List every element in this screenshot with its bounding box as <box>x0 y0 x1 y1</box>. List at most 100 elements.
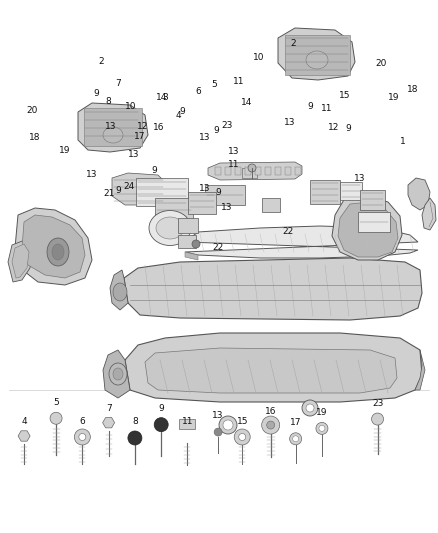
Text: 6: 6 <box>195 87 201 96</box>
Text: 11: 11 <box>182 417 193 426</box>
Bar <box>255 167 261 175</box>
Bar <box>225 167 231 175</box>
Polygon shape <box>208 162 302 180</box>
Text: 10: 10 <box>253 53 264 61</box>
Bar <box>180 419 195 430</box>
Bar <box>215 167 221 175</box>
Circle shape <box>371 413 384 425</box>
Ellipse shape <box>47 238 69 266</box>
Circle shape <box>154 418 168 432</box>
Text: 13: 13 <box>128 150 139 159</box>
Text: 12: 12 <box>137 123 148 131</box>
Polygon shape <box>8 240 32 282</box>
Text: 15: 15 <box>339 92 351 100</box>
Ellipse shape <box>306 51 328 69</box>
Text: 1: 1 <box>400 137 406 146</box>
Text: 16: 16 <box>265 407 276 416</box>
Polygon shape <box>103 350 130 398</box>
Circle shape <box>293 436 299 442</box>
Bar <box>360 190 385 210</box>
Bar <box>245 167 251 175</box>
Text: 9: 9 <box>179 108 185 116</box>
Polygon shape <box>278 28 355 80</box>
Text: 9: 9 <box>215 189 221 197</box>
Text: 13: 13 <box>228 148 240 156</box>
Circle shape <box>316 422 328 434</box>
Text: 13: 13 <box>221 204 233 212</box>
Text: 19: 19 <box>59 147 71 155</box>
Bar <box>340 182 362 200</box>
Text: 11: 11 <box>228 160 240 168</box>
Polygon shape <box>124 258 422 320</box>
Text: 2: 2 <box>291 39 296 48</box>
Text: 5: 5 <box>211 80 217 88</box>
Text: 8: 8 <box>132 417 138 426</box>
Text: 2: 2 <box>98 57 103 66</box>
Text: 4: 4 <box>176 111 181 120</box>
Text: 8: 8 <box>106 97 112 106</box>
Text: 9: 9 <box>158 404 164 413</box>
Circle shape <box>267 421 275 429</box>
Circle shape <box>128 431 142 445</box>
Text: 9: 9 <box>213 126 219 135</box>
Text: 13: 13 <box>199 133 211 142</box>
Polygon shape <box>110 270 128 310</box>
Bar <box>262 198 280 212</box>
Polygon shape <box>415 350 425 390</box>
Text: 22: 22 <box>212 244 224 252</box>
Polygon shape <box>185 252 198 260</box>
Text: 13: 13 <box>86 171 98 179</box>
Text: 13: 13 <box>212 410 224 419</box>
Text: 7: 7 <box>115 79 121 88</box>
Bar <box>235 167 241 175</box>
Text: 13: 13 <box>199 184 211 193</box>
Bar <box>155 198 193 223</box>
Text: 22: 22 <box>283 228 294 236</box>
Circle shape <box>290 433 302 445</box>
Ellipse shape <box>156 217 184 239</box>
Polygon shape <box>145 348 397 393</box>
Text: 9: 9 <box>307 102 313 111</box>
Text: 9: 9 <box>152 166 158 175</box>
Circle shape <box>223 420 233 430</box>
Circle shape <box>248 164 256 172</box>
Ellipse shape <box>113 368 123 380</box>
Circle shape <box>306 404 314 412</box>
Circle shape <box>234 429 250 445</box>
Bar <box>285 35 350 75</box>
Ellipse shape <box>103 127 123 143</box>
Text: 5: 5 <box>53 398 59 407</box>
Text: 13: 13 <box>284 118 296 127</box>
Text: 15: 15 <box>237 417 248 426</box>
Bar <box>310 180 340 204</box>
Bar <box>265 167 271 175</box>
Text: 23: 23 <box>372 399 383 408</box>
Polygon shape <box>78 103 148 152</box>
Circle shape <box>50 412 62 424</box>
Circle shape <box>79 433 86 440</box>
Bar <box>295 167 301 175</box>
Polygon shape <box>408 178 430 210</box>
Circle shape <box>192 240 200 248</box>
Polygon shape <box>332 196 402 260</box>
Text: 20: 20 <box>26 106 38 115</box>
Text: 17: 17 <box>134 133 145 141</box>
Text: 7: 7 <box>106 404 112 413</box>
Text: 23: 23 <box>221 121 233 130</box>
Ellipse shape <box>149 211 191 246</box>
Text: 19: 19 <box>316 408 328 417</box>
Polygon shape <box>422 198 436 230</box>
Text: 24: 24 <box>124 182 135 191</box>
Text: 12: 12 <box>328 124 339 132</box>
Bar <box>285 167 291 175</box>
Text: 9: 9 <box>115 186 121 195</box>
Ellipse shape <box>52 244 64 260</box>
Text: 3: 3 <box>162 93 169 101</box>
Text: 9: 9 <box>93 89 99 98</box>
Bar <box>205 185 245 205</box>
Circle shape <box>74 429 90 445</box>
Circle shape <box>239 433 246 440</box>
Ellipse shape <box>113 283 127 301</box>
Text: 16: 16 <box>153 124 164 132</box>
Circle shape <box>302 400 318 416</box>
